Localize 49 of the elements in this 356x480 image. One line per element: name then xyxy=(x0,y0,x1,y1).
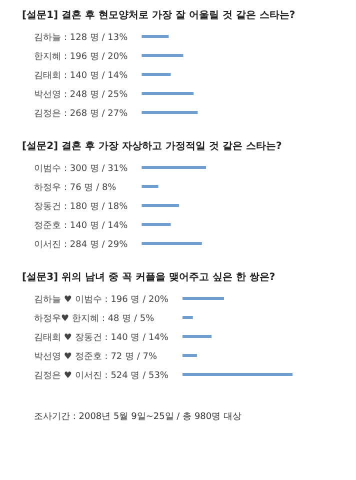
data-label: : 140 명 / 14% xyxy=(64,71,128,81)
data-label: : 140 명 / 14% xyxy=(104,333,169,343)
data-label: : 76 명 / 8% xyxy=(64,183,117,193)
bar xyxy=(142,111,198,114)
bar xyxy=(142,242,202,245)
bar xyxy=(142,166,206,169)
bar xyxy=(182,316,193,319)
bar xyxy=(142,185,158,188)
y-tick-label: 김정은 xyxy=(34,109,61,119)
chart-title: [설문1] 결혼 후 현모양처로 가장 잘 어울릴 것 같은 스타는? xyxy=(22,10,296,21)
data-label: : 128 명 / 13% xyxy=(64,33,128,43)
bar xyxy=(142,92,194,95)
y-tick-label: 정준호 xyxy=(34,221,61,231)
data-label: : 48 명 / 5% xyxy=(102,314,155,324)
data-label: : 284 명 / 29% xyxy=(64,240,128,250)
y-tick-label: 김정은 ♥ 이서진 xyxy=(34,371,102,381)
bar xyxy=(142,54,184,57)
bar xyxy=(142,223,171,226)
bar xyxy=(182,373,292,376)
bar xyxy=(182,335,212,338)
chart-title: [설문3] 위의 남녀 중 꼭 커플을 맺어주고 싶은 한 쌍은? xyxy=(22,272,276,283)
bar xyxy=(182,354,198,357)
y-tick-label: 박선영 xyxy=(34,90,61,100)
data-label: : 268 명 / 27% xyxy=(64,109,128,119)
bar xyxy=(182,297,224,300)
y-tick-label: 박선영 ♥ 정준호 xyxy=(34,352,102,362)
y-tick-label: 김태희 xyxy=(34,71,61,81)
data-label: : 140 명 / 14% xyxy=(64,221,128,231)
data-label: : 72 명 / 7% xyxy=(104,352,158,362)
y-tick-label: 장동건 xyxy=(34,202,61,212)
text: 조사기간 : 2008년 5월 9일~25일 / 총 980명 대상 xyxy=(34,412,242,422)
data-label: : 300 명 / 31% xyxy=(64,164,128,174)
y-tick-label: 김하늘 xyxy=(34,33,61,43)
data-label: : 196 명 / 20% xyxy=(64,52,128,62)
data-label: : 524 명 / 53% xyxy=(104,371,169,381)
data-label: : 196 명 / 20% xyxy=(104,295,169,305)
y-tick-label: 김태희 ♥ 장동건 xyxy=(34,333,102,343)
y-tick-label: 하정우 xyxy=(34,183,61,193)
y-tick-label: 김하늘 ♥ 이범수 xyxy=(34,295,102,305)
bar xyxy=(142,35,169,38)
bar xyxy=(142,73,171,76)
y-tick-label: 하정우♥ 한지혜 xyxy=(34,314,99,324)
bar xyxy=(142,204,180,207)
y-tick-label: 이서진 xyxy=(34,240,61,250)
data-label: : 248 명 / 25% xyxy=(64,90,128,100)
chart-title: [설문2] 결혼 후 가장 자상하고 가정적일 것 같은 스타는? xyxy=(22,141,282,152)
data-label: : 180 명 / 18% xyxy=(64,202,128,212)
y-tick-label: 이범수 xyxy=(34,164,61,174)
y-tick-label: 한지혜 xyxy=(34,52,61,62)
